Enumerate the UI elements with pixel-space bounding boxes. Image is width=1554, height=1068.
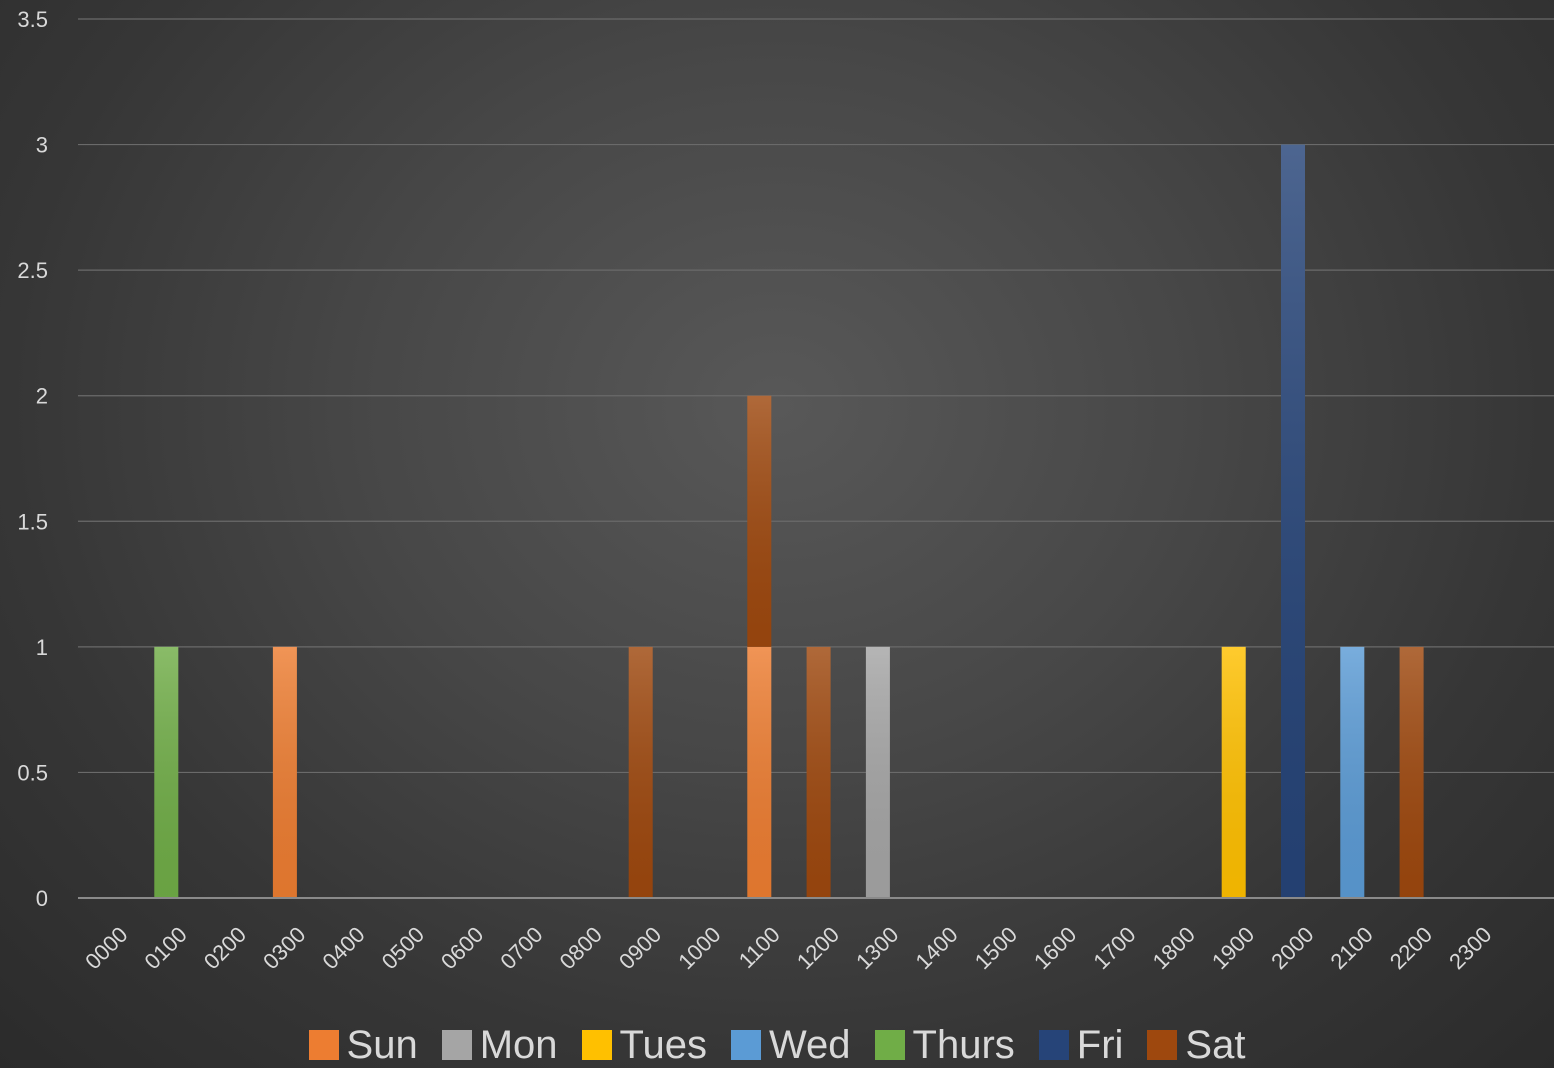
x-tick-label: 0100 (140, 922, 192, 974)
legend-item-wed: Wed (730, 1022, 851, 1068)
bar-thurs-0100 (154, 646, 179, 898)
bars (154, 144, 1424, 899)
bar-sat-1100 (747, 395, 772, 647)
bar-wed-2100 (1340, 646, 1365, 898)
x-tick-label: 1400 (910, 922, 962, 974)
y-tick-label: 2 (36, 384, 48, 409)
bar-sat-2200 (1399, 646, 1424, 898)
legend-item-tues: Tues (581, 1022, 707, 1068)
legend-item-sat: Sat (1147, 1022, 1245, 1068)
bar-sheen (747, 395, 772, 647)
legend-label: Mon (479, 1023, 558, 1067)
x-tick-label: 0200 (199, 922, 251, 974)
legend: Sun Mon Tues Wed Thurs Fri Sat (0, 1022, 1554, 1068)
legend-swatch (1038, 1030, 1069, 1060)
x-tick-label: 1800 (1148, 922, 1200, 974)
bar-sun-0300 (272, 646, 297, 898)
legend-swatch (308, 1030, 339, 1060)
x-tick-label: 1000 (673, 922, 725, 974)
bar-sheen (272, 646, 297, 898)
legend-label: Sat (1185, 1023, 1246, 1067)
legend-swatch (1147, 1030, 1178, 1060)
gridlines (78, 18, 1554, 774)
bar-sheen (1399, 646, 1424, 898)
x-tick-label: 0800 (555, 922, 607, 974)
x-tick-label: 0700 (495, 922, 547, 974)
legend-swatch (874, 1030, 905, 1060)
legend-item-fri: Fri (1038, 1022, 1124, 1068)
x-tick-label: 1700 (1088, 922, 1140, 974)
x-tick-label: 2100 (1326, 922, 1378, 974)
x-tick-label: 1300 (851, 922, 903, 974)
y-tick-label: 1.5 (17, 509, 48, 534)
legend-label: Tues (619, 1023, 707, 1067)
y-tick-label: 2.5 (17, 258, 48, 283)
bar-sat-0900 (628, 646, 653, 898)
legend-swatch (730, 1030, 761, 1060)
bar-sheen (1221, 646, 1246, 898)
x-axis-ticks: 0000 0100 0200 0300 0400 0500 0600 0700 0800 0900… (80, 922, 1496, 974)
legend-swatch (581, 1030, 612, 1060)
x-tick-label: 0600 (436, 922, 488, 974)
x-tick-label: 2000 (1266, 922, 1318, 974)
x-tick-label: 1900 (1207, 922, 1259, 974)
bar-sheen (865, 646, 890, 898)
bar-sheen (806, 646, 831, 898)
legend-label: Thurs (912, 1023, 1015, 1067)
x-tick-label: 1100 (734, 922, 785, 973)
legend-label: Sun (346, 1023, 418, 1067)
bar-sheen (747, 646, 772, 898)
legend-item-thurs: Thurs (874, 1022, 1015, 1068)
bar-tues-1900 (1221, 646, 1246, 898)
legend-item-sun: Sun (308, 1022, 418, 1068)
bar-sat-1200 (806, 646, 831, 898)
bar-sheen (1340, 646, 1365, 898)
y-tick-label: 0.5 (17, 760, 48, 785)
bar-sheen (628, 646, 653, 898)
bar-sheen (1281, 144, 1305, 899)
x-tick-label: 0500 (377, 922, 429, 974)
y-tick-label: 0 (36, 886, 48, 911)
legend-label: Fri (1076, 1023, 1124, 1067)
x-tick-label: 2300 (1444, 922, 1496, 974)
y-tick-label: 3.5 (17, 7, 48, 32)
x-tick-label: 0400 (317, 922, 369, 974)
bar-mon-1300 (865, 646, 890, 898)
x-tick-label: 1200 (792, 922, 844, 974)
x-tick-label: 1600 (1029, 922, 1081, 974)
bar-sheen (154, 646, 179, 898)
bar-sun-1100 (747, 646, 772, 898)
y-tick-label: 1 (36, 635, 48, 660)
y-axis-ticks: 0 0.5 1 1.5 2 2.5 3 3.5 (17, 7, 48, 911)
y-tick-label: 3 (36, 133, 48, 158)
x-tick-label: 0000 (80, 922, 132, 974)
legend-item-mon: Mon (441, 1022, 558, 1068)
bar-fri-2000 (1281, 144, 1305, 899)
legend-label: Wed (768, 1023, 851, 1067)
chart-plot: 0 0.5 1 1.5 2 2.5 3 3.5 0000 0100 0200 0300 0400 050… (17, 7, 1554, 974)
x-tick-label: 1500 (970, 922, 1022, 974)
x-tick-label: 2200 (1385, 922, 1437, 974)
x-tick-label: 0900 (614, 922, 666, 974)
x-tick-label: 0300 (258, 922, 310, 974)
legend-swatch (441, 1030, 472, 1060)
